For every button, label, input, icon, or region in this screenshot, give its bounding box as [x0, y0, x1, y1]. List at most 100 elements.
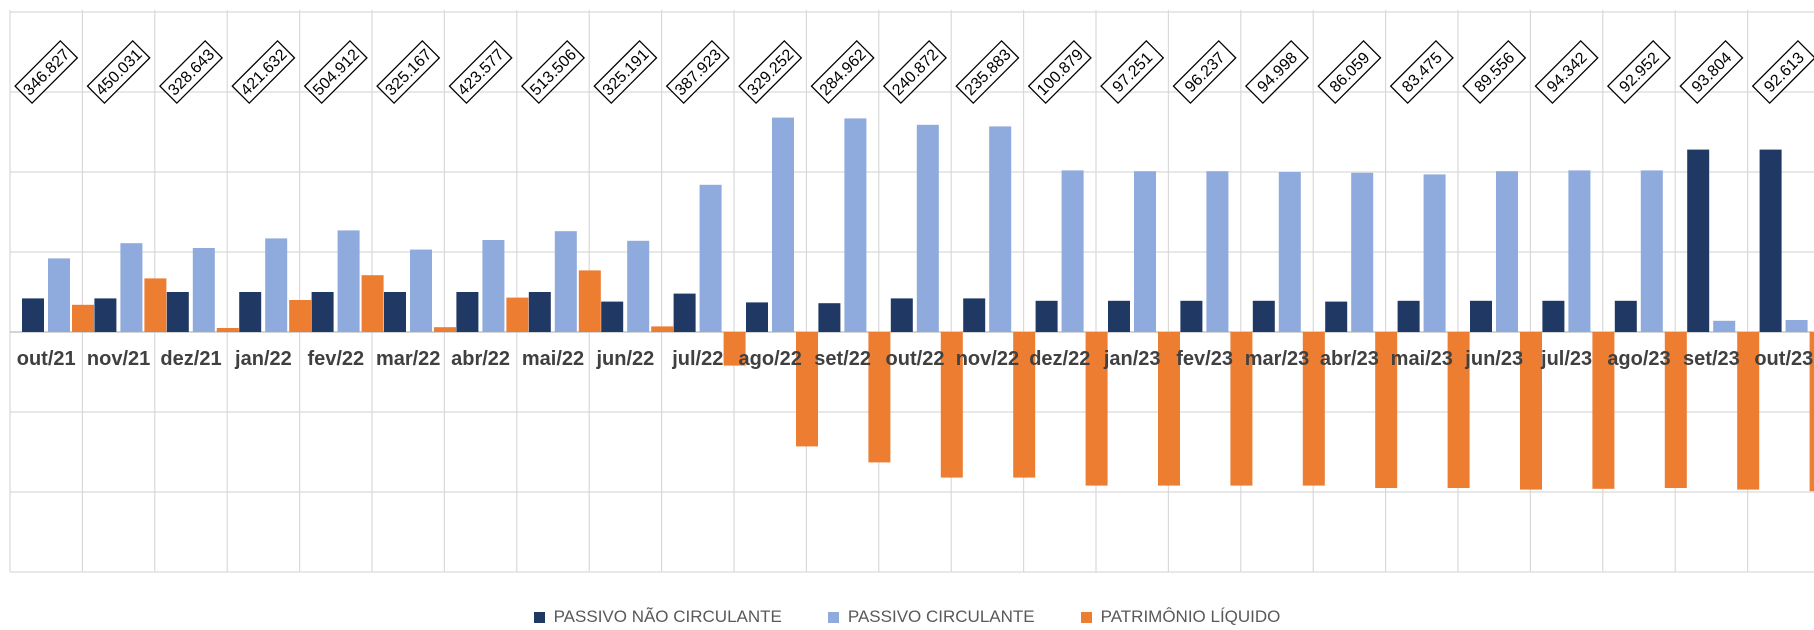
total-label: 240.872: [882, 39, 948, 105]
total-label: 86.059: [1317, 39, 1382, 105]
bar-passivo-circulante: [265, 238, 288, 332]
legend-item-passivo-circulante: PASSIVO CIRCULANTE: [827, 607, 1035, 627]
bar-patrim-nio-l-quido: [1737, 332, 1760, 490]
legend-swatch: [1080, 611, 1092, 623]
bar-passivo-n-o-circulante: [94, 298, 117, 332]
total-label: 421.632: [231, 39, 296, 105]
bar-patrim-nio-l-quido: [1664, 332, 1687, 488]
bar-passivo-n-o-circulante: [1759, 149, 1782, 332]
category-label: ago/22: [739, 348, 802, 370]
bar-passivo-n-o-circulante: [1108, 300, 1130, 332]
legend: PASSIVO NÃO CIRCULANTE PASSIVO CIRCULANT…: [0, 606, 1814, 628]
bar-passivo-n-o-circulante: [890, 298, 913, 332]
bar-patrim-nio-l-quido: [144, 278, 167, 332]
category-label: abr/22: [451, 348, 510, 370]
total-label-box: [1389, 39, 1454, 105]
bar-patrim-nio-l-quido: [1230, 332, 1253, 486]
total-label: 450.031: [86, 39, 151, 105]
total-label: 93.804: [1679, 39, 1744, 105]
category-label: abr/23: [1320, 348, 1379, 370]
category-label: jun/22: [596, 348, 655, 370]
total-label-box: [1317, 39, 1382, 105]
category-label: mai/23: [1391, 348, 1453, 370]
total-label-box: [593, 39, 658, 105]
bar-passivo-circulante: [482, 240, 505, 332]
bar-passivo-circulante: [1278, 172, 1301, 332]
bar-patrim-nio-l-quido: [1013, 332, 1036, 478]
total-label: 387.923: [665, 39, 730, 105]
category-label: jan/22: [234, 348, 292, 370]
bar-patrim-nio-l-quido: [578, 270, 601, 332]
bar-passivo-circulante: [192, 248, 215, 332]
category-labels: out/21 nov/21 dez/21 jan/22 fev/22 mar/22 abr/…: [17, 348, 1814, 370]
category-label: out/23: [1754, 348, 1813, 370]
bar-passivo-circulante: [1134, 171, 1156, 332]
category-label: jun/23: [1464, 348, 1523, 370]
total-label: 325.191: [593, 39, 658, 105]
bar-passivo-circulante: [772, 117, 794, 332]
total-label-box: [1172, 39, 1237, 105]
bar-passivo-n-o-circulante: [673, 293, 696, 332]
total-label-box: [1244, 39, 1310, 105]
total-label: 423.577: [448, 39, 513, 105]
bar-passivo-circulante: [554, 231, 577, 332]
bar-passivo-n-o-circulante: [1687, 149, 1710, 332]
bar-passivo-circulante: [1061, 170, 1084, 332]
total-label-box: [955, 39, 1020, 105]
bar-passivo-circulante: [1496, 171, 1518, 332]
legend-label: PASSIVO NÃO CIRCULANTE: [553, 607, 782, 626]
total-label: 235.883: [955, 39, 1020, 105]
category-label: mai/22: [522, 348, 584, 370]
bar-passivo-n-o-circulante: [239, 292, 262, 332]
category-label: jan/23: [1103, 348, 1161, 370]
total-label-box: [448, 39, 513, 105]
category-label: out/21: [17, 348, 76, 370]
bar-patrim-nio-l-quido: [1809, 332, 1814, 492]
bar-passivo-n-o-circulante: [22, 298, 44, 332]
legend-label: PATRIMÔNIO LÍQUIDO: [1100, 607, 1281, 626]
category-label: out/22: [886, 348, 945, 370]
bar-passivo-circulante: [916, 124, 939, 332]
total-label-box: [810, 39, 875, 105]
total-label: 284.962: [810, 39, 875, 105]
bar-passivo-circulante: [1713, 320, 1736, 332]
bar-patrim-nio-l-quido: [216, 328, 239, 332]
bar-passivo-n-o-circulante: [1035, 300, 1058, 332]
total-label-box: [1606, 39, 1672, 105]
bars: [22, 117, 1814, 492]
chart: out/21 nov/21 dez/21 jan/22 fev/22 mar/22 abr/…: [9, 10, 1814, 573]
category-label: ago/23: [1607, 348, 1670, 370]
total-label-box: [665, 39, 730, 105]
bar-passivo-circulante: [1423, 174, 1446, 332]
bar-patrim-nio-l-quido: [1085, 332, 1108, 486]
total-label: 83.475: [1389, 39, 1454, 105]
category-label: set/22: [814, 348, 871, 370]
total-label-box: [303, 39, 368, 105]
bar-passivo-n-o-circulante: [1180, 300, 1203, 332]
bar-patrim-nio-l-quido: [1520, 332, 1542, 490]
bar-passivo-circulante: [120, 243, 143, 332]
bar-passivo-n-o-circulante: [456, 292, 479, 332]
bar-patrim-nio-l-quido: [1158, 332, 1180, 486]
bar-patrim-nio-l-quido: [289, 300, 312, 332]
bar-passivo-n-o-circulante: [1542, 300, 1565, 332]
total-label: 504.912: [303, 39, 368, 105]
bar-passivo-circulante: [48, 258, 70, 332]
bar-patrim-nio-l-quido: [868, 332, 891, 463]
bar-passivo-n-o-circulante: [166, 292, 189, 332]
total-label: 89.556: [1462, 39, 1527, 105]
bar-passivo-circulante: [1640, 170, 1663, 332]
category-label: nov/21: [87, 348, 150, 370]
bar-patrim-nio-l-quido: [361, 275, 384, 332]
total-label: 94.998: [1244, 39, 1310, 105]
total-label-box: [520, 39, 586, 105]
bar-passivo-circulante: [989, 126, 1012, 333]
bar-passivo-circulante: [1206, 171, 1229, 332]
category-label: mar/23: [1245, 348, 1310, 370]
total-label: 513.506: [520, 39, 586, 105]
category-label: nov/22: [956, 348, 1019, 370]
bar-patrim-nio-l-quido: [506, 297, 529, 332]
total-label: 100.879: [1027, 39, 1092, 105]
total-label-box: [1751, 39, 1814, 105]
category-label: dez/22: [1029, 348, 1090, 370]
